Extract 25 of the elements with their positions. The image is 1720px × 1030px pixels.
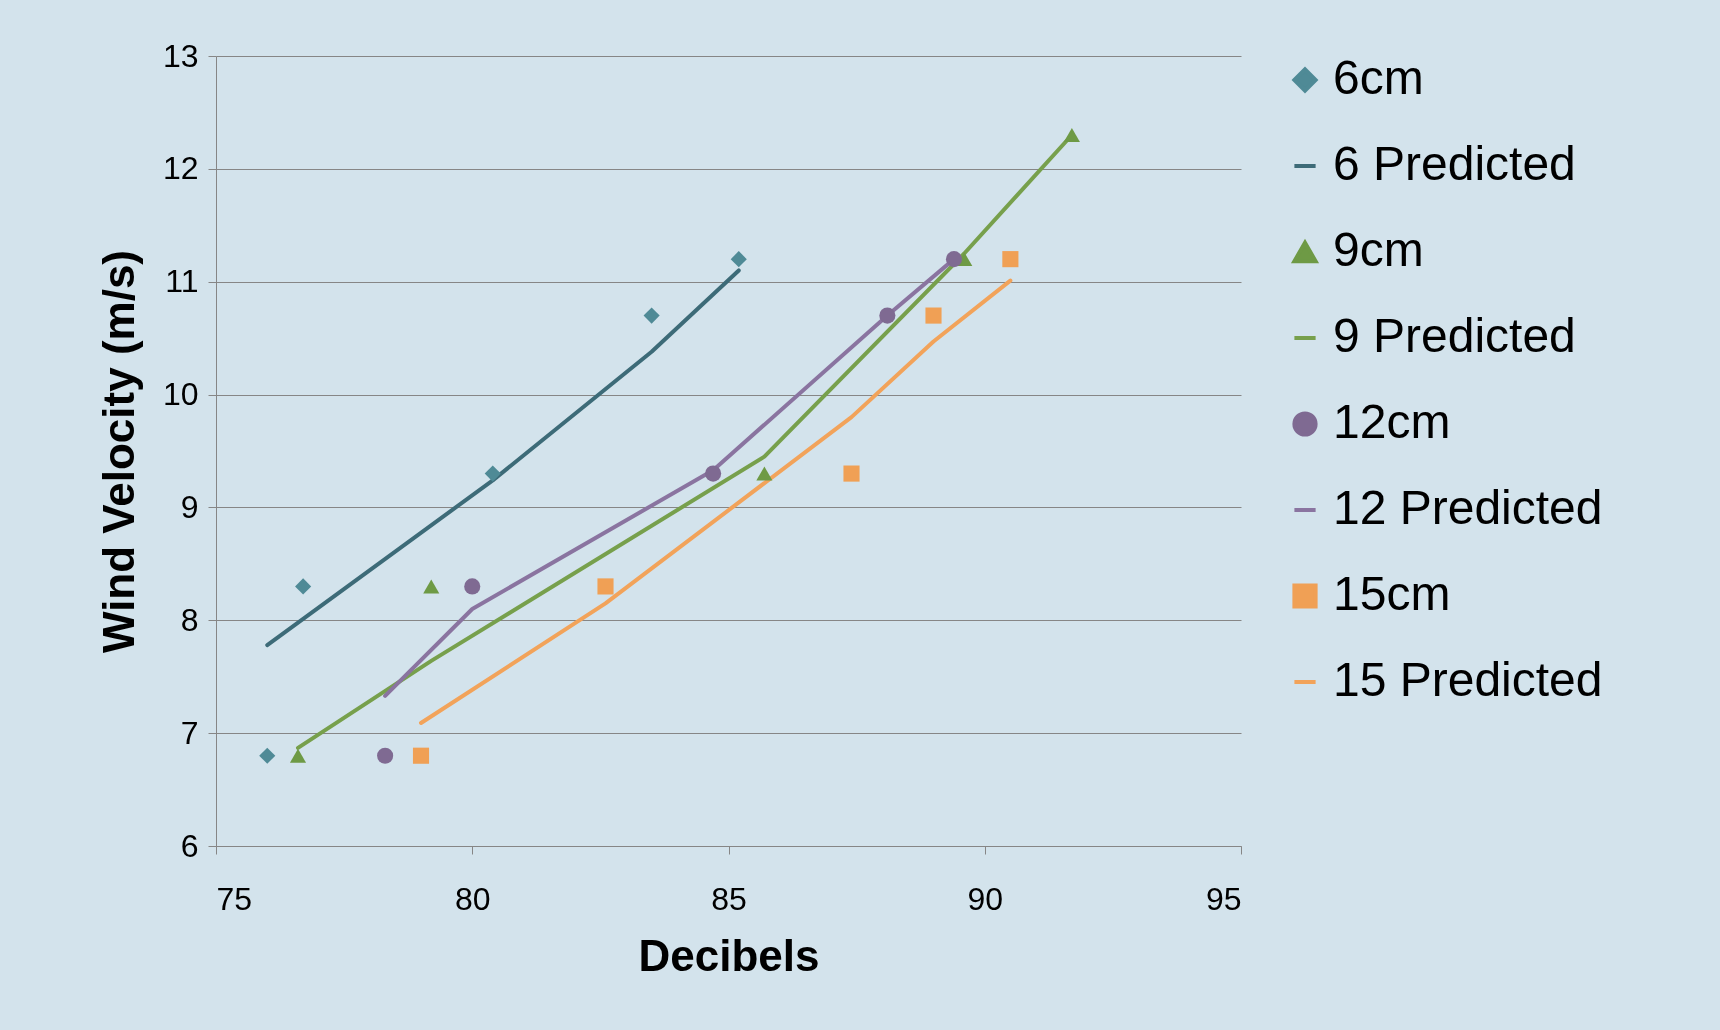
x-axis-title: Decibels xyxy=(638,930,820,980)
y-tick-label: 9 xyxy=(180,488,199,525)
y-tick-label: 12 xyxy=(162,150,199,187)
legend-label: 12 Predicted xyxy=(1333,481,1603,534)
legend-label: 6 Predicted xyxy=(1333,137,1576,190)
x-tick-label: 85 xyxy=(711,880,747,917)
line-series xyxy=(265,268,741,648)
legend-label: 15cm xyxy=(1333,567,1451,620)
legend-label: 9 Predicted xyxy=(1333,309,1576,362)
legend-label: 12cm xyxy=(1333,395,1451,448)
x-tick-label: 95 xyxy=(1205,880,1242,917)
y-tick-label: 6 xyxy=(180,827,199,864)
y-tick-label: 7 xyxy=(180,714,199,751)
y-axis-title: Wind Velocity (m/s) xyxy=(93,249,143,654)
y-tick-label: 8 xyxy=(180,601,199,638)
legend-label: 6cm xyxy=(1333,51,1424,104)
legend-label: 15 Predicted xyxy=(1333,653,1603,706)
y-tick-label: 10 xyxy=(162,376,199,413)
x-tick-label: 75 xyxy=(216,880,253,917)
line-series xyxy=(419,278,1013,725)
y-tick-label: 13 xyxy=(162,37,199,74)
legend-label: 9cm xyxy=(1333,223,1424,276)
y-tick-label: 11 xyxy=(165,263,199,300)
x-tick-label: 90 xyxy=(967,880,1004,917)
x-tick-label: 80 xyxy=(454,880,491,917)
